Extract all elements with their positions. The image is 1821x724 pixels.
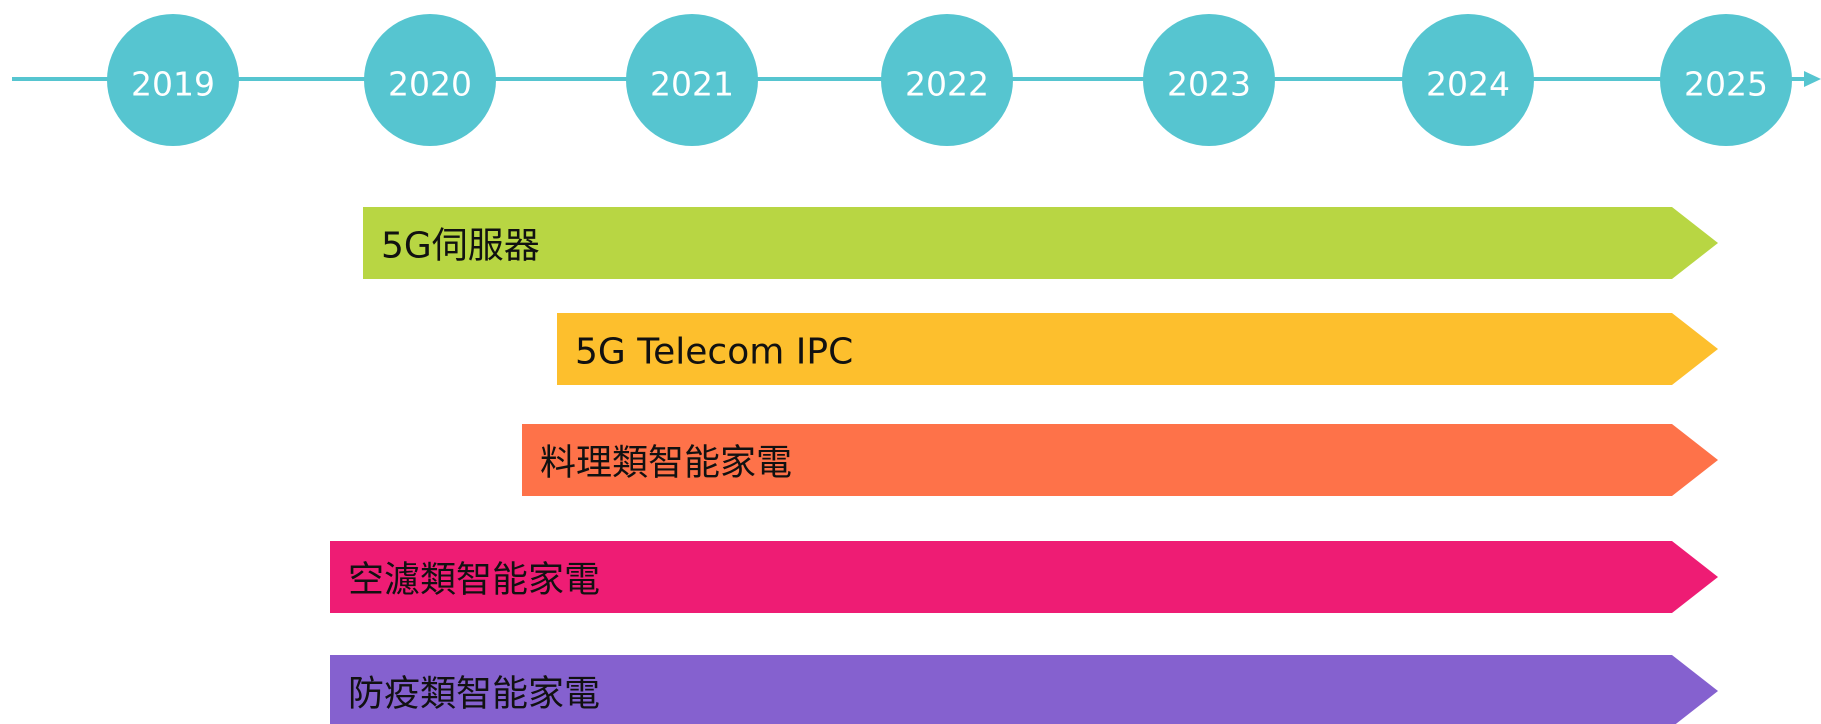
- year-circle: [1402, 14, 1534, 146]
- year-label: 2022: [905, 65, 989, 104]
- year-circle: [626, 14, 758, 146]
- product-bar: [557, 313, 1718, 385]
- year-label: 2025: [1684, 65, 1768, 104]
- year-label: 2024: [1426, 65, 1510, 104]
- year-circle: [107, 14, 239, 146]
- product-label: 防疫類智能家電: [348, 674, 600, 715]
- product-bar: [363, 207, 1718, 279]
- product-label: 料理類智能家電: [540, 443, 792, 484]
- product-bar: [330, 541, 1718, 613]
- year-label: 2021: [650, 65, 734, 104]
- year-label: 2020: [388, 65, 472, 104]
- year-circle: [1143, 14, 1275, 146]
- year-circle: [1660, 14, 1792, 146]
- product-bar: [330, 655, 1718, 724]
- year-markers: 2019 2020 2021 2022 2023 2024 2025: [107, 14, 1792, 146]
- product-label: 空濾類智能家電: [348, 560, 600, 601]
- year-label: 2023: [1167, 65, 1251, 104]
- product-label: 5G Telecom IPC: [575, 332, 853, 373]
- year-circle: [881, 14, 1013, 146]
- timeline-arrow: [1804, 71, 1821, 87]
- year-circle: [364, 14, 496, 146]
- product-bar: [522, 424, 1718, 496]
- year-label: 2019: [131, 65, 215, 104]
- product-label: 5G伺服器: [381, 226, 540, 267]
